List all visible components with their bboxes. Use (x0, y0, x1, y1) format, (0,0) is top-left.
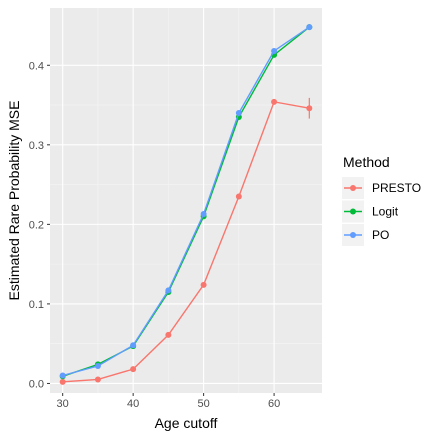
y-tick-label: 0.3 (29, 140, 44, 152)
series-line (62, 26, 310, 377)
data-point (306, 105, 313, 112)
data-point (200, 281, 207, 288)
data-point (59, 372, 66, 379)
series-line (62, 26, 310, 377)
y-tick-label: 0.0 (29, 378, 44, 390)
legend-item-po: PO (342, 224, 389, 246)
legend-title: Method (343, 154, 390, 170)
legend-label: PO (372, 228, 389, 242)
data-point (271, 98, 278, 105)
x-tick-label: 60 (268, 398, 280, 410)
y-tick-label: 0.4 (29, 60, 44, 72)
x-tick-label: 40 (127, 398, 139, 410)
legend-label: Logit (372, 205, 399, 219)
series-layer (59, 24, 313, 385)
y-axis-ticks: 0.0 0.1 0.2 0.3 0.4 (29, 60, 50, 390)
legend-items: PRESTO Logit PO (342, 177, 421, 246)
x-tick-label: 50 (197, 398, 209, 410)
legend-key-point (350, 232, 356, 238)
series-po (59, 24, 313, 379)
y-axis-title: Estimated Rare Probability MSE (6, 101, 22, 301)
legend-item-presto: PRESTO (342, 177, 421, 199)
data-point (130, 342, 137, 349)
data-point (235, 193, 242, 200)
legend: Method PRESTO Logit PO (342, 154, 421, 246)
data-point (165, 287, 172, 294)
y-tick-label: 0.1 (29, 299, 44, 311)
minor-gridlines (50, 8, 322, 393)
x-tick-label: 30 (57, 398, 69, 410)
x-axis-ticks: 30 40 50 60 (57, 393, 280, 410)
series-presto (59, 97, 313, 385)
y-tick-label: 0.2 (29, 219, 44, 231)
data-point (94, 376, 101, 383)
panel-background (50, 8, 322, 393)
data-point (130, 366, 137, 373)
data-point (200, 211, 207, 218)
data-point (306, 24, 313, 31)
major-gridlines (50, 8, 322, 393)
data-point (235, 110, 242, 116)
data-point (271, 47, 278, 54)
data-point (59, 378, 66, 385)
legend-item-logit: Logit (342, 200, 399, 223)
data-point (94, 362, 101, 369)
data-point (165, 331, 172, 338)
legend-key-point (350, 208, 356, 215)
x-axis-title: Age cutoff (155, 415, 218, 431)
legend-key-point (350, 185, 356, 191)
legend-label: PRESTO (372, 181, 421, 195)
series-line (62, 101, 310, 383)
